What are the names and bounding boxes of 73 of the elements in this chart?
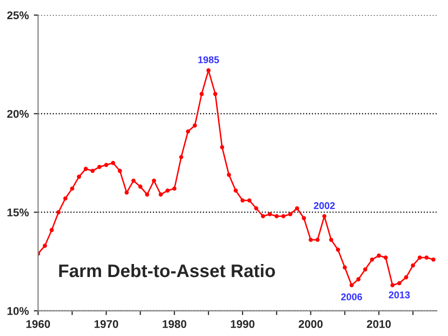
point (56, 210, 61, 214)
point (104, 162, 108, 168)
x-tick-label: 1960 (26, 320, 50, 328)
point (268, 212, 272, 216)
point (260, 214, 266, 218)
point (315, 238, 320, 242)
x-tick-label: 2000 (298, 320, 323, 328)
point (274, 214, 279, 218)
y-tick-label: 15% (8, 208, 29, 216)
point (342, 265, 347, 270)
point (118, 168, 122, 173)
annotation: 2002 (314, 202, 335, 210)
point (247, 198, 252, 202)
point (192, 123, 197, 128)
annotation: 1985 (198, 56, 220, 64)
point (200, 92, 204, 96)
point (329, 238, 334, 242)
x-tick-label: 2010 (366, 320, 391, 328)
point (63, 196, 68, 201)
point (404, 275, 408, 280)
point (226, 172, 232, 177)
point (42, 244, 47, 248)
point (363, 267, 368, 272)
point (418, 255, 422, 260)
point (213, 92, 218, 96)
y-tick-label: 10% (8, 307, 29, 315)
x-tick-label: 1990 (230, 320, 254, 328)
point (322, 214, 326, 218)
x-tick-label: 1980 (162, 320, 186, 328)
point (206, 68, 211, 72)
point (336, 248, 340, 252)
point (124, 190, 129, 195)
point (397, 281, 402, 286)
point (172, 186, 176, 191)
point (158, 192, 163, 197)
point (220, 145, 224, 150)
point (370, 257, 374, 262)
point (308, 238, 313, 242)
point (410, 263, 416, 268)
point (356, 277, 361, 282)
point (186, 129, 190, 134)
point (424, 255, 429, 260)
point (281, 214, 286, 218)
point (165, 188, 170, 193)
point (70, 186, 74, 191)
annotation: 2013 (388, 291, 410, 298)
text: Farm Debt-to-Asset Ratio (59, 264, 275, 278)
point (84, 166, 88, 171)
point (76, 174, 82, 179)
point (152, 178, 156, 183)
point (110, 160, 116, 166)
annotation: 2006 (341, 293, 362, 300)
point (234, 188, 238, 193)
point (376, 254, 381, 258)
point (254, 206, 258, 210)
point (145, 192, 150, 197)
y-tick-label: 20% (7, 110, 29, 118)
point (390, 283, 395, 288)
point (288, 212, 292, 216)
point (97, 164, 102, 169)
x-tick-label: 1970 (94, 320, 118, 328)
point (138, 184, 142, 189)
point (90, 168, 95, 173)
point (240, 198, 245, 202)
y-tick-label: 25% (7, 11, 29, 20)
point (131, 178, 136, 183)
point (294, 206, 300, 210)
point (350, 283, 354, 288)
point (50, 228, 54, 232)
point (384, 255, 388, 260)
point (179, 154, 184, 160)
point (431, 257, 436, 262)
point (302, 216, 306, 220)
